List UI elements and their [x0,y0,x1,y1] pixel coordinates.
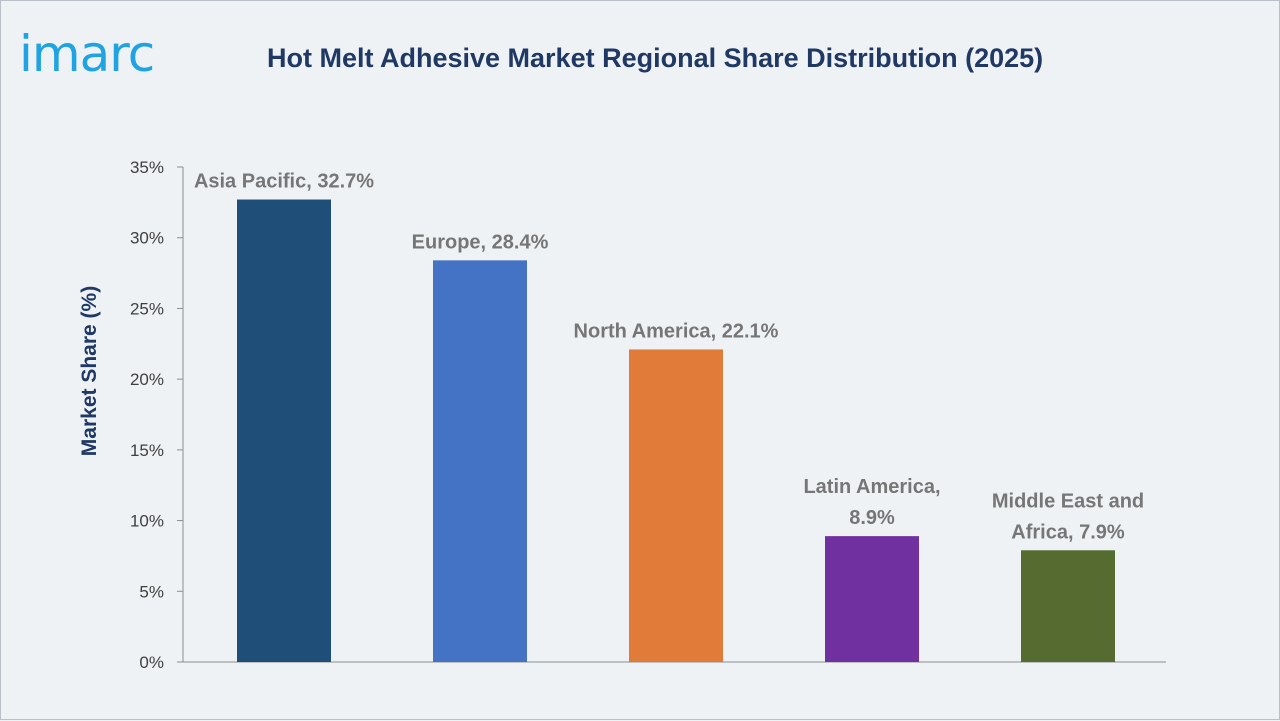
y-tick-label: 30% [130,229,164,248]
data-label: Middle East and [992,490,1144,512]
data-label: Africa, 7.9% [1011,521,1125,543]
y-tick-label: 10% [130,512,164,531]
bar-3 [825,536,919,662]
y-tick-label: 35% [130,158,164,177]
data-label: Latin America, [803,476,940,498]
logo-text: imarc [19,25,154,83]
y-tick-label: 0% [139,653,164,672]
y-tick-label: 20% [130,370,164,389]
data-label: 8.9% [849,507,895,529]
bar-2 [629,349,723,662]
data-label: Asia Pacific, 32.7% [194,171,374,193]
data-label: Europe, 28.4% [412,231,549,253]
bar-0 [237,199,331,662]
bar-4 [1021,550,1115,662]
chart-title: Hot Melt Adhesive Market Regional Share … [267,43,1044,73]
y-tick-label: 5% [139,582,164,601]
y-tick-label: 25% [130,299,164,318]
y-tick-label: 15% [130,441,164,460]
imarc-logo: imarc [19,25,155,83]
bar-1 [433,260,527,662]
data-label: North America, 22.1% [574,320,779,342]
